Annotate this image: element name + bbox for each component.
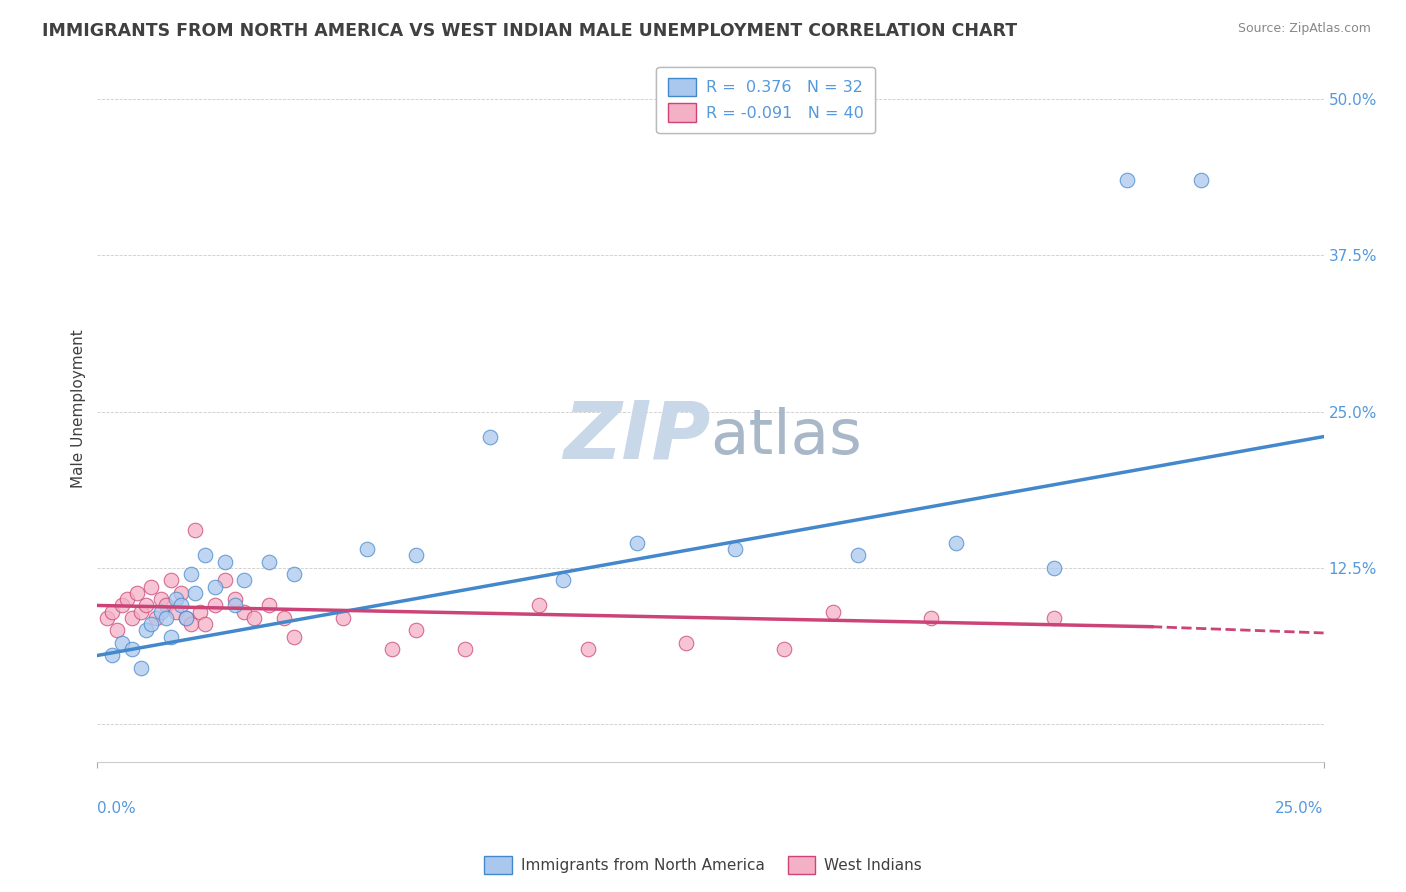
Point [214, 555, 236, 569]
Point [405, 549, 427, 563]
Point [1043, 561, 1066, 575]
Point [332, 611, 354, 625]
Point [194, 617, 217, 632]
Point [184, 524, 207, 538]
Point [150, 605, 173, 619]
Legend: Immigrants from North America, West Indians: Immigrants from North America, West Indi… [478, 850, 928, 880]
Point [96, 611, 118, 625]
Point [160, 630, 183, 644]
Point [773, 642, 796, 657]
Point [1043, 611, 1066, 625]
Point [174, 611, 197, 625]
Point [165, 592, 187, 607]
Point [131, 605, 153, 619]
Point [131, 661, 153, 675]
Point [945, 536, 967, 550]
Point [141, 617, 163, 632]
Y-axis label: Male Unemployment: Male Unemployment [72, 329, 86, 488]
Point [160, 574, 183, 588]
Point [180, 617, 202, 632]
Point [576, 642, 599, 657]
Point [257, 555, 280, 569]
Point [273, 611, 295, 625]
Point [170, 599, 193, 613]
Point [553, 574, 575, 588]
Point [115, 592, 138, 607]
Point [233, 605, 256, 619]
Point [121, 611, 143, 625]
Point [135, 624, 157, 638]
Point [527, 599, 550, 613]
Point [224, 599, 246, 613]
Point [111, 636, 134, 650]
Point [155, 611, 177, 625]
Point [194, 549, 217, 563]
Text: 25.0%: 25.0% [1275, 801, 1323, 815]
Point [1189, 173, 1212, 187]
Legend: R =  0.376   N = 32, R = -0.091   N = 40: R = 0.376 N = 32, R = -0.091 N = 40 [657, 67, 875, 133]
Point [356, 542, 378, 557]
Point [204, 580, 226, 594]
Point [165, 605, 187, 619]
Point [823, 605, 845, 619]
Point [121, 642, 143, 657]
Point [174, 611, 197, 625]
Text: ZIP: ZIP [562, 398, 710, 475]
Point [283, 630, 305, 644]
Text: Source: ZipAtlas.com: Source: ZipAtlas.com [1237, 22, 1371, 36]
Text: IMMIGRANTS FROM NORTH AMERICA VS WEST INDIAN MALE UNEMPLOYMENT CORRELATION CHART: IMMIGRANTS FROM NORTH AMERICA VS WEST IN… [42, 22, 1018, 40]
Point [101, 648, 124, 663]
Point [111, 599, 134, 613]
Point [381, 642, 404, 657]
Point [184, 586, 207, 600]
Point [188, 605, 211, 619]
Point [150, 592, 173, 607]
Point [920, 611, 942, 625]
Point [283, 567, 305, 582]
Text: 0.0%: 0.0% [97, 801, 136, 815]
Point [846, 549, 869, 563]
Point [454, 642, 477, 657]
Point [145, 611, 167, 625]
Point [105, 624, 128, 638]
Point [224, 592, 246, 607]
Point [135, 599, 157, 613]
Point [141, 580, 163, 594]
Point [214, 574, 236, 588]
Point [1116, 173, 1139, 187]
Point [405, 624, 427, 638]
Point [170, 586, 193, 600]
Point [233, 574, 256, 588]
Point [125, 586, 148, 600]
Point [180, 567, 202, 582]
Point [626, 536, 648, 550]
Point [257, 599, 280, 613]
Point [204, 599, 226, 613]
Point [101, 605, 124, 619]
Point [675, 636, 697, 650]
Point [724, 542, 747, 557]
Point [243, 611, 266, 625]
Text: atlas: atlas [710, 407, 862, 467]
Point [155, 599, 177, 613]
Point [478, 429, 501, 443]
